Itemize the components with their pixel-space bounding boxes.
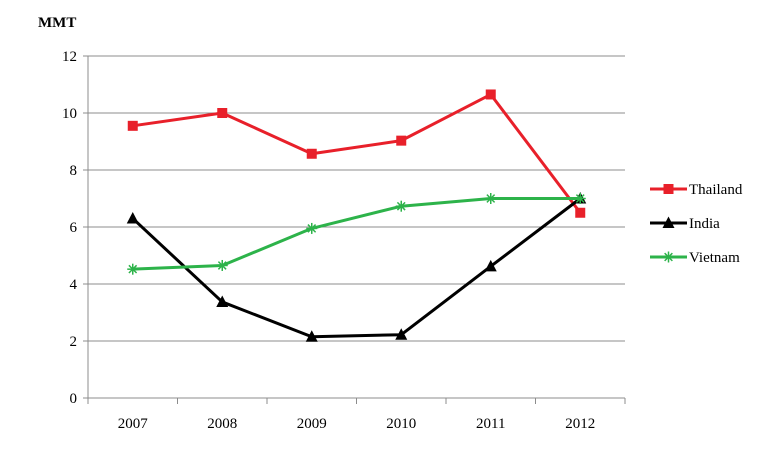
y-tick-label: 8 <box>70 163 78 179</box>
y-tick-label: 6 <box>70 220 78 236</box>
y-tick-label: 2 <box>70 334 78 350</box>
data-point <box>484 259 497 272</box>
legend-marker <box>662 216 675 228</box>
legend: Thailand India Vietnam <box>650 182 743 266</box>
series-line <box>131 197 582 339</box>
x-tick-label: 2009 <box>297 416 327 432</box>
data-point <box>396 135 407 146</box>
series-group <box>126 89 587 342</box>
data-point <box>216 259 228 271</box>
legend-marker <box>663 184 674 194</box>
x-tick-labels: 2007 2008 2009 2010 2011 2012 <box>118 416 596 432</box>
x-tick-label: 2011 <box>476 416 505 432</box>
data-point <box>126 211 139 224</box>
series-india <box>126 192 587 342</box>
x-tick-label: 2007 <box>118 416 149 432</box>
series-vietnam <box>127 193 586 275</box>
data-point <box>127 120 138 131</box>
y-tick-label: 0 <box>70 391 78 407</box>
data-point <box>395 328 408 340</box>
legend-label: Thailand <box>689 182 743 198</box>
data-point <box>574 193 586 204</box>
series-thailand <box>127 89 586 218</box>
x-tick-label: 2010 <box>386 416 416 432</box>
legend-marker <box>663 251 674 263</box>
legend-label: Vietnam <box>689 250 740 266</box>
y-tick-labels: 0 2 4 6 8 10 12 <box>62 49 78 407</box>
data-point <box>395 200 407 212</box>
data-point <box>217 108 228 118</box>
y-tick-label: 4 <box>70 277 78 293</box>
axes <box>83 55 626 404</box>
data-point <box>485 193 497 204</box>
data-point <box>216 295 229 307</box>
data-point <box>306 222 318 234</box>
data-point <box>127 263 139 275</box>
data-point <box>305 330 318 342</box>
y-tick-label: 10 <box>62 106 77 122</box>
x-tick-label: 2008 <box>207 416 237 432</box>
x-tick-label: 2012 <box>565 416 595 432</box>
legend-entry-vietnam: Vietnam <box>650 250 740 266</box>
legend-label: India <box>689 216 720 232</box>
legend-entry-thailand: Thailand <box>650 182 743 198</box>
legend-entry-india: India <box>650 216 720 232</box>
series-line <box>132 197 581 271</box>
data-point <box>575 207 586 218</box>
data-point <box>485 89 496 100</box>
data-point <box>306 148 317 159</box>
grid-lines <box>88 55 625 342</box>
series-line <box>132 92 582 214</box>
y-tick-label: 12 <box>62 49 77 65</box>
y-axis-unit-label: MMT <box>38 15 76 31</box>
